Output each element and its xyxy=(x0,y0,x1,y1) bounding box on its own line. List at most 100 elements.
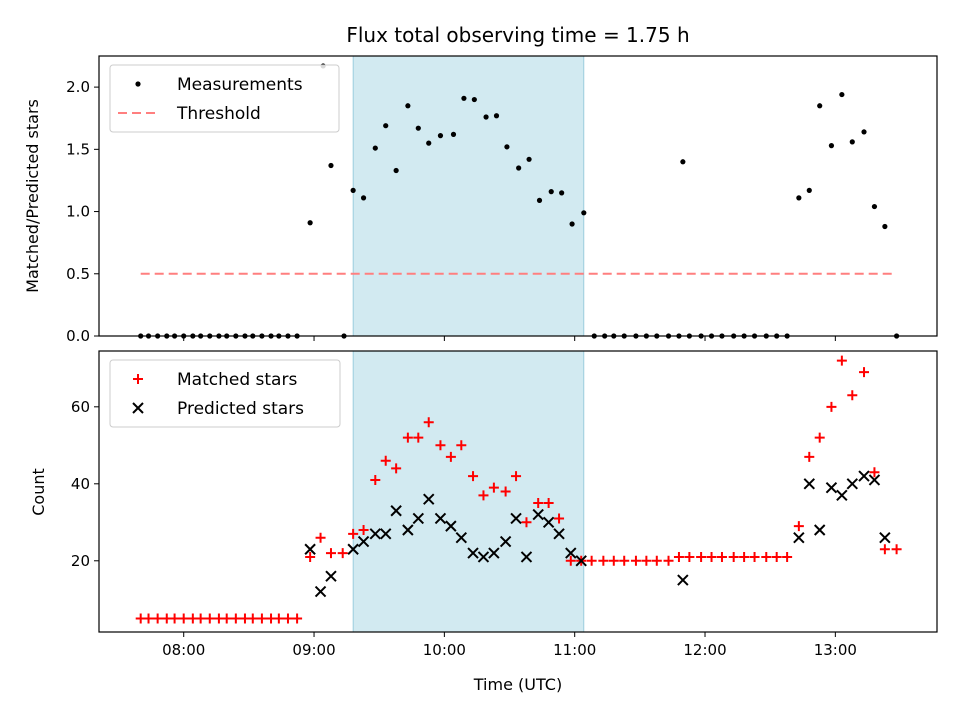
matched-star-point xyxy=(598,555,609,566)
measurement-point xyxy=(383,123,389,129)
observing-interval-shade xyxy=(352,350,585,633)
matched-star-point xyxy=(221,613,232,624)
measurement-point xyxy=(393,167,399,174)
predicted-star-point xyxy=(836,489,848,502)
matched-star-point xyxy=(358,524,369,535)
y-tick-label: 40 xyxy=(71,475,90,493)
matched-star-point xyxy=(380,455,391,466)
matched-star-point xyxy=(273,613,284,624)
predicted-star-point xyxy=(325,570,337,582)
x-tick-label: 12:00 xyxy=(683,641,726,659)
predicted-star-point xyxy=(423,493,435,505)
measurement-point xyxy=(536,197,543,203)
predicted-star-point xyxy=(467,547,479,559)
matched-star-point xyxy=(814,432,825,443)
measurement-point xyxy=(806,187,812,193)
matched-star-point xyxy=(178,613,189,624)
plot-frame xyxy=(98,350,938,633)
measurement-point xyxy=(437,133,444,139)
matched-star-point xyxy=(435,440,446,451)
legend-box xyxy=(109,359,341,428)
matched-star-point xyxy=(859,367,870,378)
y-tick-label: 0.0 xyxy=(66,327,90,345)
matched-star-point xyxy=(565,555,576,566)
predicted-star-point xyxy=(553,528,565,540)
matched-star-point xyxy=(500,486,511,497)
matched-star-point xyxy=(478,490,489,501)
matched-star-point xyxy=(826,401,837,412)
predicted-star-point xyxy=(825,481,838,494)
measurement-point xyxy=(581,210,587,216)
matched-star-point xyxy=(804,451,815,462)
matched-star-point xyxy=(869,467,880,478)
matched-star-point xyxy=(696,551,707,562)
matched-star-point xyxy=(533,498,544,509)
predicted-star-point xyxy=(390,505,402,517)
x-tick-label: 08:00 xyxy=(162,641,205,659)
predicted-star-point xyxy=(575,555,587,567)
measurement-point xyxy=(493,113,500,119)
predicted-star-point xyxy=(445,520,457,532)
matched-star-point xyxy=(370,474,381,485)
matched-star-point xyxy=(879,544,890,555)
predicted-star-point xyxy=(434,512,447,525)
predicted-star-point xyxy=(542,516,555,529)
matched-star-point xyxy=(749,551,760,562)
matched-star-point xyxy=(771,551,782,562)
top-panel: 0.0 0.5 1.0 1.5 2.0 Measurements Threshold xyxy=(66,55,938,345)
legend-label: Threshold xyxy=(176,104,261,124)
matched-star-point xyxy=(152,613,163,624)
x-tick-label: 10:00 xyxy=(423,641,466,659)
predicted-star-point xyxy=(846,478,858,490)
matched-star-point xyxy=(793,521,804,532)
predicted-star-point xyxy=(858,470,870,482)
matched-star-point xyxy=(554,513,565,524)
predicted-star-point xyxy=(314,585,327,598)
predicted-star-point xyxy=(793,531,805,544)
matched-star-point xyxy=(423,417,434,428)
matched-star-point xyxy=(641,555,652,566)
matched-star-point xyxy=(391,463,402,474)
predicted-star-point xyxy=(532,508,544,521)
plot-frame xyxy=(98,55,938,337)
predicted-star-point xyxy=(304,543,316,555)
measurement-point xyxy=(504,144,510,150)
matched-star-point xyxy=(761,551,772,562)
legend-label: Predicted stars xyxy=(177,399,304,419)
matched-star-point xyxy=(204,613,215,624)
measurement-point xyxy=(307,220,313,226)
matched-star-point xyxy=(292,613,303,624)
predicted-star-point xyxy=(510,512,522,525)
matched-star-point xyxy=(716,551,727,562)
legend-matched-swatch xyxy=(133,374,143,384)
predicted-star-point xyxy=(402,524,414,536)
matched-star-point xyxy=(143,613,154,624)
predicted-star-point xyxy=(369,528,381,540)
matched-star-point xyxy=(456,440,467,451)
bottom-panel-y-axis-label: Count xyxy=(29,468,48,516)
predicted-star-point xyxy=(380,528,392,540)
matched-star-point xyxy=(315,532,326,543)
matched-star-point xyxy=(706,551,717,562)
x-axis-label: Time (UTC) xyxy=(473,675,562,694)
predicted-star-point xyxy=(357,535,370,548)
measurement-point xyxy=(796,195,802,201)
measurement-point xyxy=(817,103,823,109)
measurement-point xyxy=(839,91,845,98)
matched-star-point xyxy=(782,551,793,562)
measurement-point xyxy=(569,221,575,227)
matched-star-point xyxy=(305,551,316,562)
measurement-point xyxy=(861,129,867,135)
matched-star-point xyxy=(402,432,413,443)
measurement-point xyxy=(328,162,334,169)
matched-star-point xyxy=(256,613,267,624)
predicted-star-point xyxy=(477,551,490,563)
top-panel-y-axis-label: Matched/Predicted stars xyxy=(23,99,42,293)
legend-box xyxy=(109,64,340,133)
measurement-point xyxy=(471,96,477,103)
y-tick-label: 2.0 xyxy=(66,78,90,96)
matched-star-point xyxy=(847,390,858,401)
matched-star-point xyxy=(445,451,456,462)
x-tick-label: 11:00 xyxy=(553,641,596,659)
